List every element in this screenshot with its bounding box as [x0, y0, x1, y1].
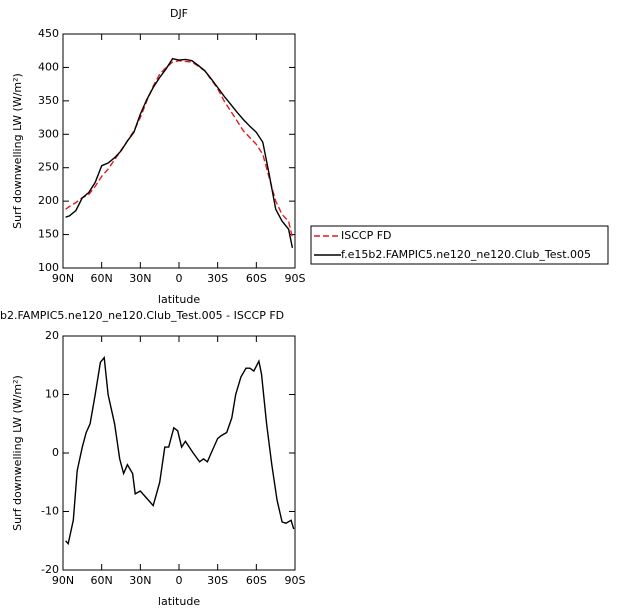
x-tick-label: 60N	[91, 574, 113, 587]
x-axis-label: latitude	[158, 293, 200, 306]
y-tick-label: 200	[38, 194, 59, 207]
x-tick-label: 90S	[285, 272, 306, 285]
x-tick-label: 0	[176, 574, 183, 587]
y-axis-label: Surf downwelling LW (W/m²)	[11, 375, 24, 531]
y-tick-label: 300	[38, 127, 59, 140]
x-tick-label: 30N	[129, 272, 151, 285]
y-axis-label: Surf downwelling LW (W/m²)	[11, 73, 24, 229]
y-tick-label: -10	[41, 505, 59, 518]
x-tick-label: 90N	[52, 272, 74, 285]
y-tick-label: 10	[45, 388, 59, 401]
x-tick-label: 90S	[285, 574, 306, 587]
x-tick-label: 60S	[246, 574, 267, 587]
y-tick-label: 400	[38, 60, 59, 73]
y-tick-label: -20	[41, 563, 59, 576]
x-tick-label: 30S	[207, 272, 228, 285]
data-line	[65, 59, 294, 239]
y-tick-label: 0	[52, 446, 59, 459]
x-tick-label: 30S	[207, 574, 228, 587]
x-tick-label: 60S	[246, 272, 267, 285]
chart-title: DJF	[170, 7, 188, 20]
y-tick-label: 350	[38, 94, 59, 107]
legend-label: f.e15b2.FAMPIC5.ne120_ne120.Club_Test.00…	[341, 248, 591, 261]
y-tick-label: 100	[38, 261, 59, 274]
legend-box	[310, 225, 609, 265]
y-tick-label: 150	[38, 228, 59, 241]
legend-label: ISCCP FD	[341, 229, 392, 242]
plot-frame	[62, 335, 296, 571]
plot-frame	[62, 33, 296, 269]
y-tick-label: 250	[38, 161, 59, 174]
y-tick-label: 450	[38, 27, 59, 40]
x-tick-label: 60N	[91, 272, 113, 285]
x-axis-label: latitude	[158, 595, 200, 608]
data-line	[65, 57, 294, 249]
data-line	[65, 355, 295, 546]
y-tick-label: 20	[45, 329, 59, 342]
x-tick-label: 30N	[129, 574, 151, 587]
x-tick-label: 90N	[52, 574, 74, 587]
chart-title: b2.FAMPIC5.ne120_ne120.Club_Test.005 - I…	[0, 309, 284, 322]
x-tick-label: 0	[176, 272, 183, 285]
